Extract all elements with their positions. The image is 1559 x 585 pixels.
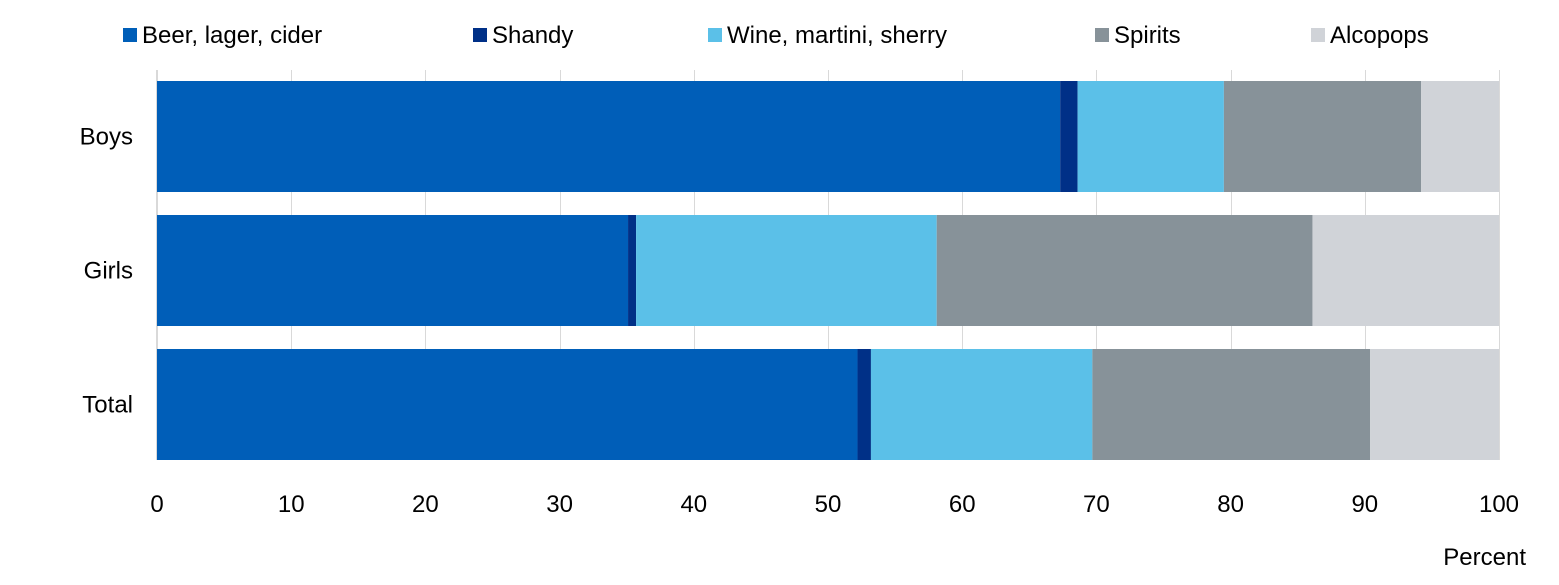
legend-label-shandy: Shandy [492, 22, 573, 49]
legend-swatch-beer-lager-cider [123, 28, 137, 42]
x-tick-label-20: 20 [412, 491, 439, 518]
x-tick-label-80: 80 [1217, 491, 1244, 518]
bars [157, 81, 1499, 460]
x-tick-label-0: 0 [150, 491, 163, 518]
bar-boys-spirits [1223, 81, 1422, 192]
x-tick-label-70: 70 [1083, 491, 1110, 518]
bar-boys-shandy [1060, 81, 1078, 192]
bar-boys-beer-lager-cider [157, 81, 1061, 192]
x-tick-label-90: 90 [1351, 491, 1378, 518]
legend-swatch-spirits [1095, 28, 1109, 42]
legend: Beer, lager, cider Shandy Wine, martini, s… [123, 22, 1429, 49]
bar-total-wine-martini-sherry [870, 349, 1093, 460]
bar-boys-wine-martini-sherry [1077, 81, 1224, 192]
x-tick-label-10: 10 [278, 491, 305, 518]
x-tick-label-50: 50 [815, 491, 842, 518]
bar-girls-spirits [936, 215, 1313, 326]
bar-girls-wine-martini-sherry [636, 215, 937, 326]
bar-girls-shandy [628, 215, 637, 326]
legend-swatch-alcopops [1311, 28, 1325, 42]
bar-girls-beer-lager-cider [157, 215, 629, 326]
legend-label-alcopops: Alcopops [1330, 22, 1429, 49]
bar-girls-alcopops [1312, 215, 1499, 326]
x-tick-label-60: 60 [949, 491, 976, 518]
x-tick-label-30: 30 [546, 491, 573, 518]
legend-swatch-shandy [473, 28, 487, 42]
bar-total-alcopops [1370, 349, 1499, 460]
x-axis-label: Percent [1443, 544, 1526, 571]
bar-total-beer-lager-cider [157, 349, 858, 460]
legend-swatch-wine-martini-sherry [708, 28, 722, 42]
bar-total-spirits [1092, 349, 1371, 460]
category-label-girls: Girls [84, 258, 133, 285]
x-axis: 0 10 20 30 40 50 60 70 80 90 100 [150, 491, 1519, 518]
legend-label-spirits: Spirits [1114, 22, 1181, 49]
y-axis: Boys Girls Total [80, 70, 157, 460]
x-tick-label-100: 100 [1479, 491, 1519, 518]
bar-total-shandy [857, 349, 871, 460]
category-label-total: Total [82, 392, 133, 419]
bar-boys-alcopops [1421, 81, 1499, 192]
legend-label-beer-lager-cider: Beer, lager, cider [142, 22, 322, 49]
category-label-boys: Boys [80, 124, 133, 151]
x-tick-label-40: 40 [680, 491, 707, 518]
legend-label-wine-martini-sherry: Wine, martini, sherry [727, 22, 947, 49]
